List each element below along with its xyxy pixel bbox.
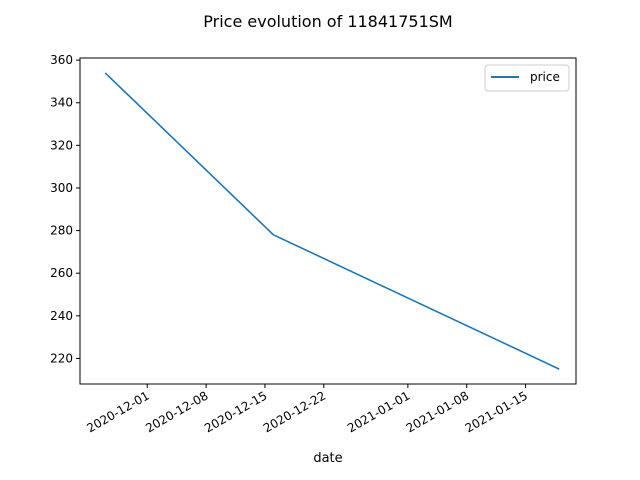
y-tick-label: 240 [50,309,73,323]
legend-box [484,64,570,92]
y-tick-label: 280 [50,224,73,238]
y-tick-label: 360 [50,53,73,67]
x-axis-title: date [313,451,342,466]
legend: price [484,64,570,92]
y-tick-label: 220 [50,351,73,365]
chart-title: Price evolution of 11841751SM [203,12,452,31]
series-line-price [104,72,560,370]
y-tick-label: 320 [50,138,73,152]
y-tick-label: 340 [50,96,73,110]
plot-frame [79,57,577,385]
legend-label-price: price [530,70,560,84]
y-tick-label: 300 [50,181,73,195]
y-tick-label: 260 [50,266,73,280]
series-lines [104,72,560,370]
